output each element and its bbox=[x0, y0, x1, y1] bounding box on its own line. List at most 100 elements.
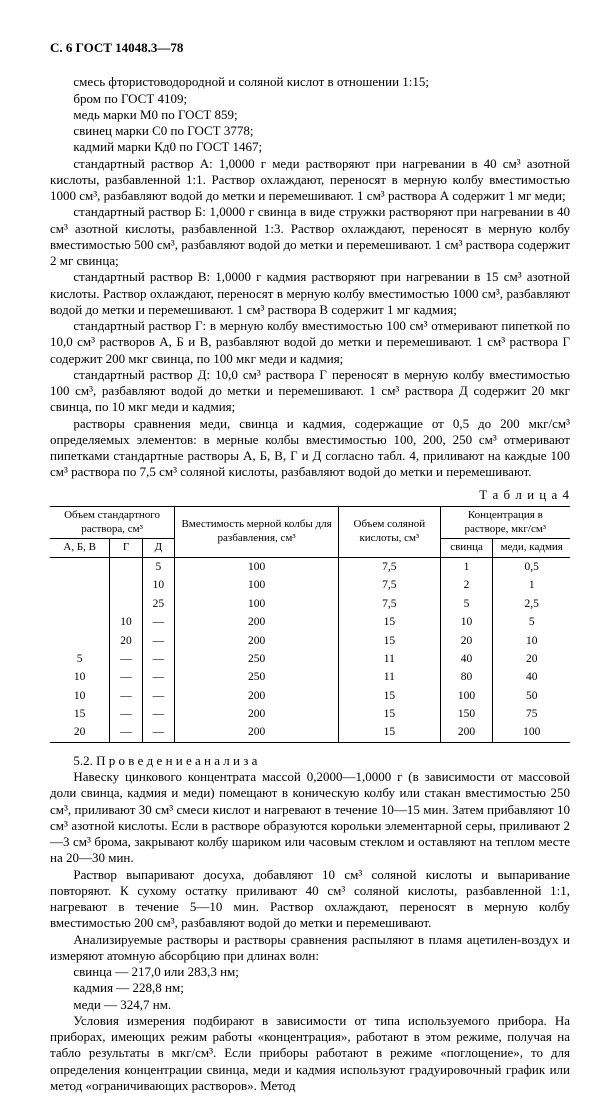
table-cell: 5 bbox=[50, 650, 110, 668]
table-cell: — bbox=[110, 687, 142, 705]
table-cell: 200 bbox=[175, 687, 339, 705]
table-cell: 15 bbox=[339, 687, 441, 705]
table-cell: 10 bbox=[110, 613, 142, 631]
table-cell: 200 bbox=[175, 723, 339, 742]
table-cell: 10 bbox=[50, 668, 110, 686]
table-cell: — bbox=[110, 668, 142, 686]
wavelength: кадмия — 228,8 нм; bbox=[50, 980, 570, 996]
body-para: Навеску цинкового концентрата массой 0,2… bbox=[50, 769, 570, 867]
table-cell: 40 bbox=[493, 668, 570, 686]
table-cell: 100 bbox=[493, 723, 570, 742]
th-pb: свинца bbox=[440, 539, 493, 558]
table-cell: 15 bbox=[339, 705, 441, 723]
section-5-2: 5.2. П р о в е д е н и е а н а л и з а bbox=[50, 753, 570, 769]
table-cell: 2,5 bbox=[493, 595, 570, 613]
table-cell: — bbox=[142, 650, 174, 668]
table-cell: 25 bbox=[142, 595, 174, 613]
table-cell: 11 bbox=[339, 668, 441, 686]
table-cell: 10 bbox=[440, 613, 493, 631]
table-cell: 20 bbox=[440, 632, 493, 650]
body-para: стандартный раствор Б: 1,0000 г свинца в… bbox=[50, 204, 570, 269]
table-cell: 100 bbox=[175, 595, 339, 613]
intro-line: смесь фтористоводородной и соляной кисло… bbox=[50, 74, 570, 90]
table-cell: 2 bbox=[440, 576, 493, 594]
table-cell bbox=[110, 576, 142, 594]
table-cell: 5 bbox=[440, 595, 493, 613]
table-cell: — bbox=[110, 723, 142, 742]
table-cell: 15 bbox=[50, 705, 110, 723]
table-cell: 100 bbox=[175, 558, 339, 577]
table-cell: — bbox=[142, 723, 174, 742]
table-cell: 100 bbox=[175, 576, 339, 594]
table-cell: 5 bbox=[493, 613, 570, 631]
table-cell bbox=[50, 613, 110, 631]
th-d: Д bbox=[142, 539, 174, 558]
th-flask: Вместимость мерной колбы для разбавления… bbox=[175, 506, 339, 557]
wavelength: меди — 324,7 нм. bbox=[50, 997, 570, 1013]
table-cell: 200 bbox=[175, 632, 339, 650]
table-cell: 75 bbox=[493, 705, 570, 723]
table-cell: 200 bbox=[440, 723, 493, 742]
wavelength: свинца — 217,0 или 283,3 нм; bbox=[50, 964, 570, 980]
table-cell: 10 bbox=[50, 687, 110, 705]
th-cucd: меди, кадмия bbox=[493, 539, 570, 558]
table-cell: 150 bbox=[440, 705, 493, 723]
table-cell bbox=[50, 595, 110, 613]
table-cell bbox=[110, 595, 142, 613]
intro-line: бром по ГОСТ 4109; bbox=[50, 91, 570, 107]
table-cell: 7,5 bbox=[339, 595, 441, 613]
table-cell: — bbox=[142, 687, 174, 705]
table-cell: 11 bbox=[339, 650, 441, 668]
table-cell: 20 bbox=[110, 632, 142, 650]
table-cell: — bbox=[110, 705, 142, 723]
table-cell: 15 bbox=[339, 613, 441, 631]
th-abv: А, Б, В bbox=[50, 539, 110, 558]
table-cell: 250 bbox=[175, 650, 339, 668]
table-cell bbox=[50, 558, 110, 577]
body-para: Раствор выпаривают досуха, добавляют 10 … bbox=[50, 867, 570, 932]
th-conc: Концентрация в растворе, мкг/см³ bbox=[440, 506, 570, 539]
table-cell: 7,5 bbox=[339, 558, 441, 577]
body-para: Условия измерения подбирают в зависимост… bbox=[50, 1013, 570, 1094]
table-cell: 80 bbox=[440, 668, 493, 686]
page-header: С. 6 ГОСТ 14048.3—78 bbox=[50, 40, 570, 56]
th-g: Г bbox=[110, 539, 142, 558]
table-cell: 200 bbox=[175, 613, 339, 631]
table-cell: — bbox=[142, 668, 174, 686]
table-cell: 40 bbox=[440, 650, 493, 668]
table-cell: — bbox=[142, 613, 174, 631]
table-cell: 250 bbox=[175, 668, 339, 686]
table-cell bbox=[50, 576, 110, 594]
intro-line: свинец марки С0 по ГОСТ 3778; bbox=[50, 123, 570, 139]
table-cell: — bbox=[110, 650, 142, 668]
table-cell: 20 bbox=[50, 723, 110, 742]
table-cell: 5 bbox=[142, 558, 174, 577]
intro-block: смесь фтористоводородной и соляной кисло… bbox=[50, 74, 570, 155]
data-table: Объем стандартного раствора, см³ Вместим… bbox=[50, 506, 570, 743]
table-cell: 15 bbox=[339, 632, 441, 650]
table-cell: — bbox=[142, 632, 174, 650]
table-cell: 15 bbox=[339, 723, 441, 742]
table-cell: 20 bbox=[493, 650, 570, 668]
table-cell: 0,5 bbox=[493, 558, 570, 577]
th-acid: Объем соляной кислоты, см³ bbox=[339, 506, 441, 557]
table-cell: 1 bbox=[440, 558, 493, 577]
table-cell: 10 bbox=[142, 576, 174, 594]
body-para: стандартный раствор Г: в мерную колбу вм… bbox=[50, 318, 570, 367]
table-label: Т а б л и ц а 4 bbox=[50, 487, 570, 503]
table-cell: 7,5 bbox=[339, 576, 441, 594]
intro-line: кадмий марки Кд0 по ГОСТ 1467; bbox=[50, 139, 570, 155]
table-cell: — bbox=[142, 705, 174, 723]
body-para: Анализируемые растворы и растворы сравне… bbox=[50, 932, 570, 965]
body-para: растворы сравнения меди, свинца и кадмия… bbox=[50, 416, 570, 481]
table-cell: 10 bbox=[493, 632, 570, 650]
intro-line: медь марки М0 по ГОСТ 859; bbox=[50, 107, 570, 123]
th-volume: Объем стандартного раствора, см³ bbox=[50, 506, 175, 539]
table-cell: 100 bbox=[440, 687, 493, 705]
table-cell: 50 bbox=[493, 687, 570, 705]
body-para: стандартный раствор Д: 10,0 см³ раствора… bbox=[50, 367, 570, 416]
table-cell bbox=[50, 632, 110, 650]
table-cell: 1 bbox=[493, 576, 570, 594]
table-cell: 200 bbox=[175, 705, 339, 723]
body-para: стандартный раствор В: 1,0000 г кадмия р… bbox=[50, 269, 570, 318]
